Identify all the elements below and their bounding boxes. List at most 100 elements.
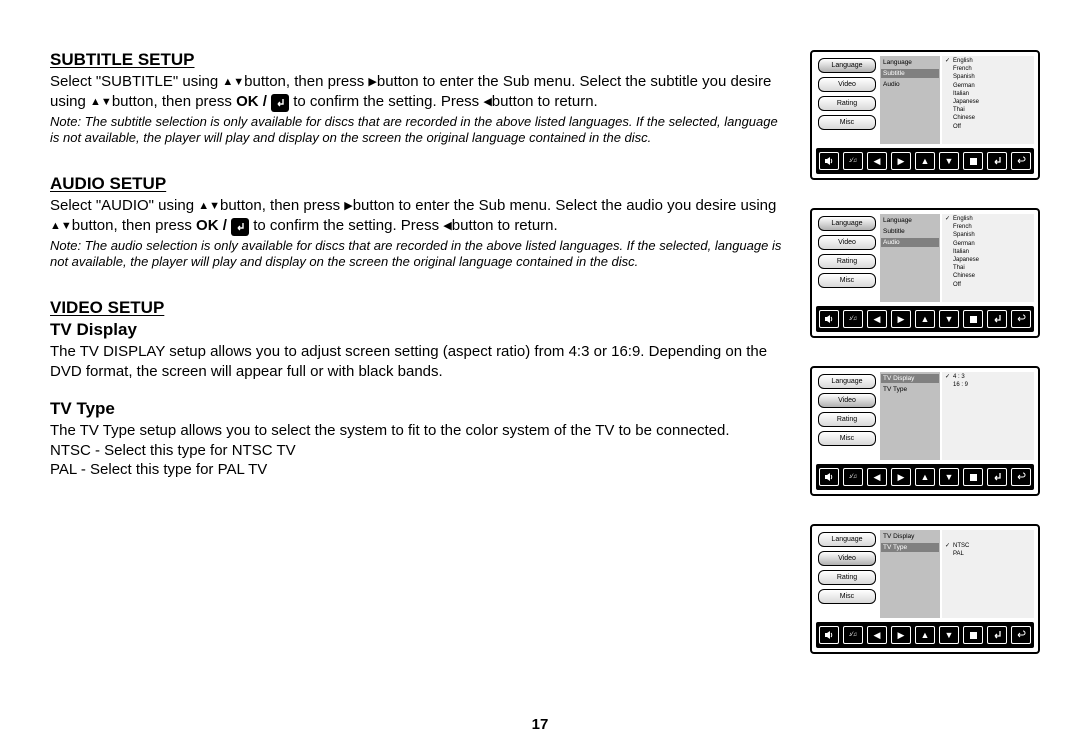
osd-option[interactable]: Spanish [945,232,1031,239]
osd-tab-video[interactable]: Video [818,393,876,408]
speaker-icon[interactable] [819,310,839,328]
speaker-icon[interactable] [819,152,839,170]
osd-tab-misc[interactable]: Misc [818,431,876,446]
enter-icon [271,94,289,112]
osd-submenu-item[interactable]: Language [883,216,937,225]
speaker-icon[interactable] [819,468,839,486]
osd-option[interactable]: Japanese [945,99,1031,106]
osd-tab-misc[interactable]: Misc [818,115,876,130]
osd-option[interactable]: 16 : 9 [945,382,1031,389]
return-icon[interactable] [1011,468,1031,486]
speaker-icon[interactable] [819,626,839,644]
right-icon[interactable]: ▶ [891,152,911,170]
osd-option[interactable]: Chinese [945,273,1031,280]
osd-tab-misc[interactable]: Misc [818,589,876,604]
check-icon: ✓ [945,543,951,550]
osd-option[interactable]: ✓English [945,58,1031,65]
osd-tab-language[interactable]: Language [818,374,876,389]
osd-panel-tv-type: Language Video Rating Misc TV Display TV Type… [810,524,1040,654]
osd-options: ✓NTSCPAL [942,530,1034,618]
osd-tab-language[interactable]: Language [818,216,876,231]
check-icon: ✓ [945,216,951,223]
osd-option[interactable]: Off [945,282,1031,289]
osd-option[interactable]: French [945,66,1031,73]
enter-icon[interactable] [987,152,1007,170]
osd-submenu-item[interactable]: TV Type [883,385,937,394]
osd-tab-misc[interactable]: Misc [818,273,876,288]
up-icon[interactable]: ▲ [915,152,935,170]
left-icon: ◀ [443,219,451,233]
osd-submenu-item[interactable]: TV Display [881,374,939,383]
osd-option[interactable]: French [945,224,1031,231]
left-icon[interactable]: ◀ [867,152,887,170]
stop-icon[interactable] [963,152,983,170]
osd-option[interactable]: Spanish [945,74,1031,81]
down-icon[interactable]: ▼ [939,310,959,328]
right-icon[interactable]: ▶ [891,626,911,644]
fx-icon[interactable]: ♪⁄♫ [843,468,863,486]
stop-icon[interactable] [963,310,983,328]
osd-submenu-item[interactable]: Subtitle [881,69,939,78]
down-icon[interactable]: ▼ [939,468,959,486]
osd-option[interactable]: PAL [945,551,1031,558]
osd-option[interactable]: Off [945,124,1031,131]
osd-tab-video[interactable]: Video [818,235,876,250]
left-icon[interactable]: ◀ [867,310,887,328]
osd-option[interactable]: German [945,241,1031,248]
osd-tab-language[interactable]: Language [818,58,876,73]
return-icon[interactable] [1011,310,1031,328]
up-icon[interactable]: ▲ [915,310,935,328]
osd-submenu-item[interactable]: TV Display [883,532,937,541]
osd-option[interactable]: Japanese [945,257,1031,264]
osd-option[interactable]: Italian [945,249,1031,256]
osd-submenu-item[interactable]: Language [883,58,937,67]
section-audio-setup: AUDIO SETUP Select "AUDIO" using ▲▼butto… [50,174,790,270]
osd-option[interactable]: Thai [945,265,1031,272]
down-icon[interactable]: ▼ [939,626,959,644]
section-subtitle-setup: SUBTITLE SETUP Select "SUBTITLE" using ▲… [50,50,790,146]
down-icon[interactable]: ▼ [939,152,959,170]
osd-option[interactable]: ✓NTSC [945,543,1031,550]
note-audio: Note: The audio selection is only availa… [50,238,790,271]
osd-tab-language[interactable]: Language [818,532,876,547]
osd-option[interactable]: Italian [945,91,1031,98]
return-icon[interactable] [1011,626,1031,644]
osd-submenu-item[interactable]: Subtitle [883,227,937,236]
enter-icon[interactable] [987,468,1007,486]
up-icon[interactable]: ▲ [915,468,935,486]
osd-icon-bar: ♪⁄♫◀▶▲▼ [816,306,1034,332]
fx-icon[interactable]: ♪⁄♫ [843,152,863,170]
enter-icon[interactable] [987,310,1007,328]
up-icon[interactable]: ▲ [915,626,935,644]
stop-icon[interactable] [963,468,983,486]
osd-tab-rating[interactable]: Rating [818,570,876,585]
osd-tab-rating[interactable]: Rating [818,412,876,427]
osd-option[interactable]: ✓4 : 3 [945,374,1031,381]
osd-submenu-item[interactable]: Audio [883,80,937,89]
stop-icon[interactable] [963,626,983,644]
osd-tabs: Language Video Rating Misc [816,56,878,144]
heading-tv-display: TV Display [50,320,790,340]
right-icon[interactable]: ▶ [891,468,911,486]
fx-icon[interactable]: ♪⁄♫ [843,626,863,644]
left-icon[interactable]: ◀ [867,626,887,644]
left-icon: ◀ [483,95,491,109]
osd-submenu: TV Display TV Type [880,530,940,618]
fx-icon[interactable]: ♪⁄♫ [843,310,863,328]
right-icon[interactable]: ▶ [891,310,911,328]
osd-option[interactable]: German [945,83,1031,90]
osd-option[interactable]: Chinese [945,115,1031,122]
osd-tab-rating[interactable]: Rating [818,96,876,111]
osd-tab-video[interactable]: Video [818,551,876,566]
osd-option[interactable]: Thai [945,107,1031,114]
osd-tabs: Language Video Rating Misc [816,214,878,302]
enter-icon[interactable] [987,626,1007,644]
heading-audio-setup: AUDIO SETUP [50,174,790,194]
osd-option[interactable]: ✓English [945,216,1031,223]
osd-submenu-item[interactable]: Audio [881,238,939,247]
return-icon[interactable] [1011,152,1031,170]
osd-submenu-item[interactable]: TV Type [881,543,939,552]
left-icon[interactable]: ◀ [867,468,887,486]
osd-tab-video[interactable]: Video [818,77,876,92]
osd-tab-rating[interactable]: Rating [818,254,876,269]
